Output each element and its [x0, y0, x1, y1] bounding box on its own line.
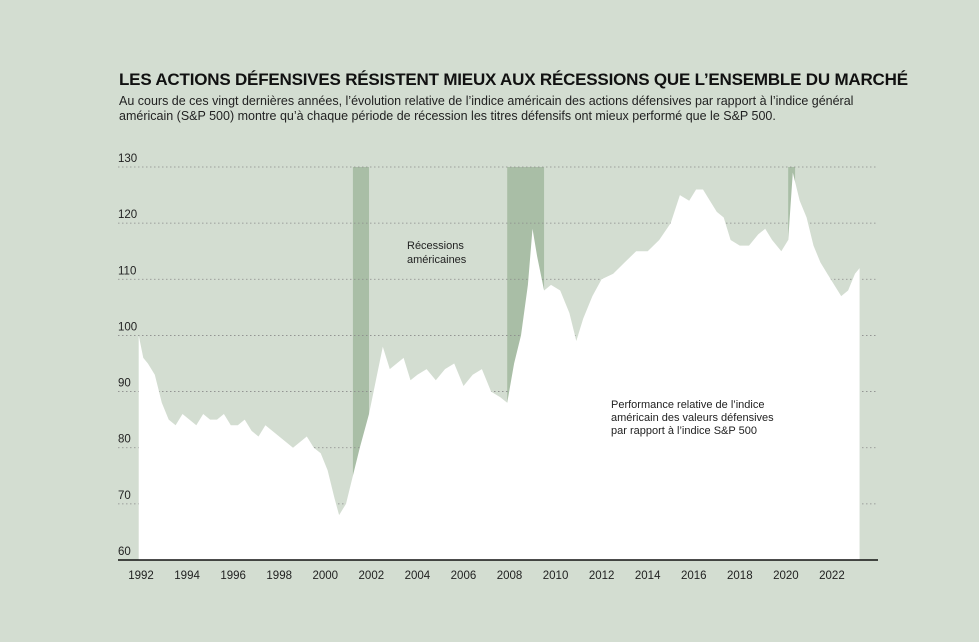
series-annotation-line: américain des valeurs défensives [611, 412, 774, 424]
x-tick-label: 2002 [359, 570, 385, 582]
x-tick-label: 2004 [405, 570, 431, 582]
recession-annotation-line: américaines [407, 254, 467, 266]
x-tick-label: 1998 [266, 570, 292, 582]
y-tick-label: 100 [118, 321, 137, 333]
recession-annotation: Récessions américaines [407, 240, 467, 266]
y-tick-label: 130 [118, 153, 137, 165]
x-axis-ticks: 1992 1994 1996 1998 2000 2002 2004 2006 2008 2010… [128, 570, 845, 582]
series-annotation-line: Performance relative de l’indice [611, 399, 764, 411]
x-tick-label: 2020 [773, 570, 799, 582]
x-tick-label: 1994 [174, 570, 200, 582]
x-tick-label: 2016 [681, 570, 707, 582]
x-tick-label: 2006 [451, 570, 477, 582]
x-tick-label: 1996 [220, 570, 246, 582]
x-tick-label: 2022 [819, 570, 845, 582]
series-annotation-line: par rapport à l’indice S&P 500 [611, 425, 757, 437]
recession-annotation-line: Récessions [407, 240, 464, 252]
chart-title: LES ACTIONS DÉFENSIVES RÉSISTENT MIEUX A… [119, 70, 908, 89]
y-tick-label: 70 [118, 490, 131, 502]
x-tick-label: 2014 [635, 570, 661, 582]
x-tick-label: 1992 [128, 570, 154, 582]
y-axis-ticks: 60 70 80 90 100 110 120 130 [118, 153, 137, 558]
y-tick-label: 110 [118, 265, 136, 277]
x-tick-label: 2012 [589, 570, 615, 582]
y-tick-label: 80 [118, 434, 131, 446]
x-tick-label: 2000 [312, 570, 338, 582]
chart-subtitle: Au cours de ces vingt dernières années, … [119, 94, 854, 123]
defensive-relative-performance-area [138, 172, 860, 560]
x-tick-label: 2008 [497, 570, 523, 582]
x-tick-label: 2010 [543, 570, 569, 582]
series-annotation: Performance relative de l’indice américa… [611, 399, 777, 437]
y-tick-label: 60 [118, 546, 131, 558]
y-tick-label: 90 [118, 378, 131, 390]
y-tick-label: 120 [118, 209, 137, 221]
x-tick-label: 2018 [727, 570, 753, 582]
